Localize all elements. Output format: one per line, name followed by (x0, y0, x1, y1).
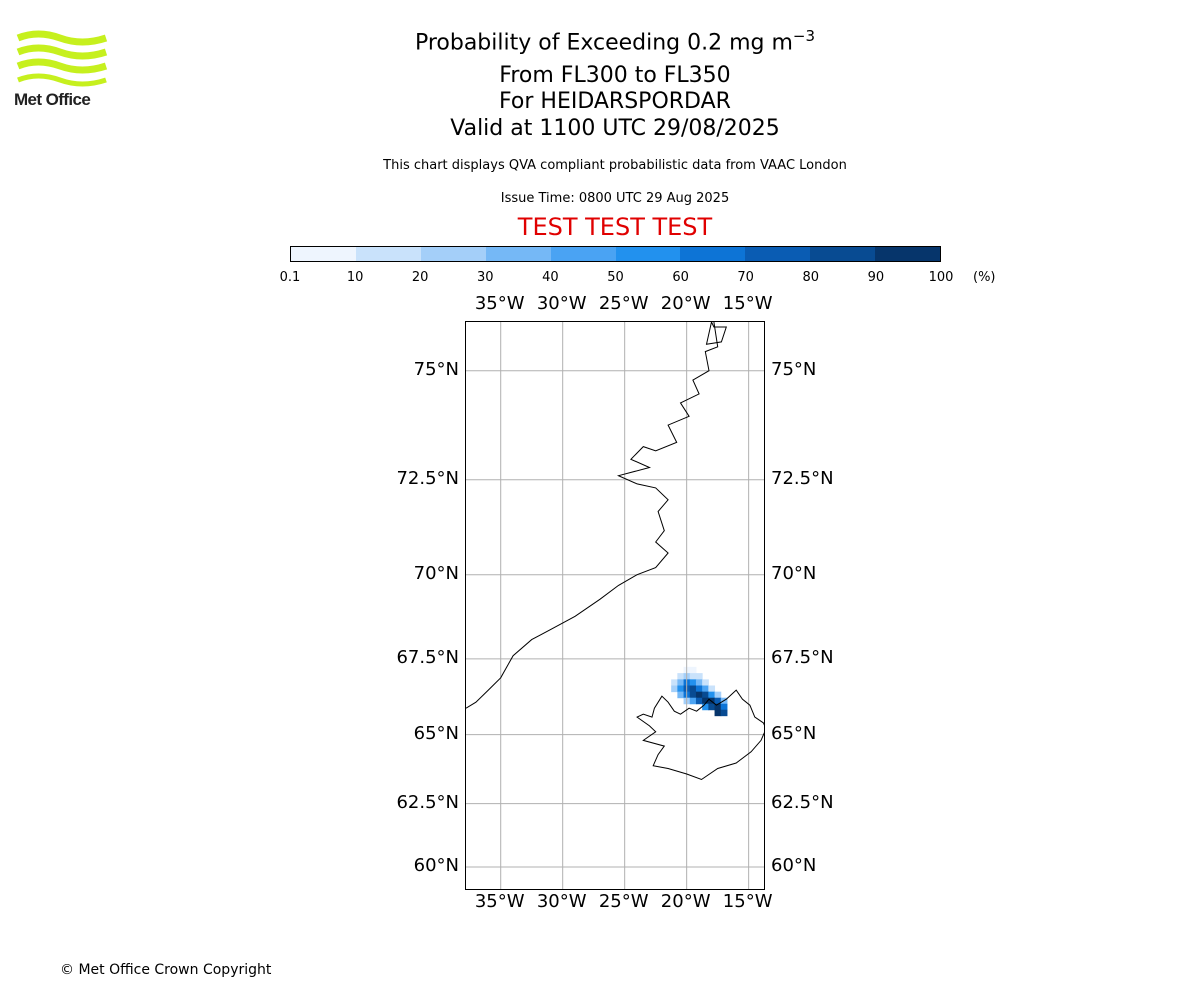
probability-cell (714, 691, 722, 699)
colorbar-segment-4 (550, 247, 616, 261)
latitude-label-right: 60°N (771, 854, 817, 876)
chart-title: Probability of Exceeding 0.2 mg m−3 (0, 27, 1200, 55)
latitude-label-right: 70°N (771, 562, 817, 584)
map-panel (465, 321, 765, 890)
probability-cell (689, 685, 697, 693)
latitude-label-left: 65°N (413, 722, 459, 744)
latitude-label-left: 70°N (413, 562, 459, 584)
longitude-label-bottom: 20°W (660, 891, 711, 912)
probability-cell (702, 697, 709, 705)
colorbar-segment-6 (680, 247, 746, 261)
colorbar-tick-label: 30 (477, 270, 494, 285)
longitude-label-bottom: 30°W (536, 891, 587, 912)
colorbar-segment-2 (420, 247, 486, 261)
colorbar-segment-7 (745, 247, 811, 261)
colorbar-tick-label: 0.1 (279, 270, 301, 285)
colorbar-tick-label: 40 (542, 270, 559, 285)
colorbar-segment-3 (485, 247, 551, 261)
probability-cell (708, 685, 716, 693)
colorbar-segment-5 (615, 247, 681, 261)
greenland-coastline (466, 322, 719, 709)
title-superscript: −3 (792, 27, 816, 45)
colorbar-tick-label: 50 (607, 270, 624, 285)
probability-cell (677, 691, 685, 699)
flight-level-range: From FL300 to FL350 (499, 63, 731, 88)
colorbar-unit: (%) (973, 270, 996, 285)
longitude-label-top: 15°W (722, 293, 773, 314)
colorbar (290, 246, 941, 262)
longitude-label-bottom: 25°W (598, 891, 649, 912)
colorbar-segment-9 (875, 247, 941, 261)
longitude-label-bottom: 15°W (722, 891, 773, 912)
colorbar-tick-label: 60 (672, 270, 689, 285)
longitude-label-top: 20°W (660, 293, 711, 314)
latitude-label-right: 72.5°N (771, 467, 834, 489)
probability-cell (677, 685, 685, 693)
colorbar-segment-8 (810, 247, 876, 261)
colorbar-tick-label: 20 (411, 270, 429, 285)
probability-cell (702, 703, 709, 711)
copyright-notice: © Met Office Crown Copyright (60, 962, 272, 978)
map-canvas (466, 322, 764, 889)
longitude-label-top: 30°W (536, 293, 587, 314)
wave-logo-icon (16, 30, 108, 87)
colorbar-tick-label: 10 (346, 270, 364, 285)
colorbar-segment-0 (291, 247, 356, 261)
test-banner: TEST TEST TEST (517, 213, 713, 241)
probability-cell (708, 703, 716, 711)
probability-cell (695, 691, 703, 699)
longitude-label-top: 35°W (474, 293, 525, 314)
colorbar-tick-label: 100 (928, 270, 954, 285)
latitude-label-left: 72.5°N (396, 467, 459, 489)
probability-cell (714, 709, 722, 717)
latitude-label-left: 62.5°N (396, 791, 459, 813)
latitude-label-right: 62.5°N (771, 791, 834, 813)
probability-cell (695, 679, 703, 687)
probability-cell (677, 673, 685, 680)
probability-cell (702, 691, 709, 699)
probability-cell (695, 673, 703, 680)
probability-cell (702, 679, 709, 687)
probability-cell (689, 691, 697, 699)
probability-cell (695, 697, 703, 705)
colorbar-tick-label: 80 (802, 270, 820, 285)
colorbar-tick-label: 70 (737, 270, 754, 285)
latitude-label-right: 65°N (771, 722, 817, 744)
title-main: Probability of Exceeding 0.2 mg m (414, 30, 793, 56)
probability-cell (689, 666, 697, 674)
probability-cell (671, 685, 678, 693)
colorbar-segment-1 (355, 247, 421, 261)
latitude-label-left: 75°N (413, 358, 459, 380)
latitude-label-right: 67.5°N (771, 646, 834, 668)
probability-cell (695, 685, 703, 693)
probability-cell (714, 697, 722, 705)
probability-cell (671, 679, 678, 687)
issue-time: Issue Time: 0800 UTC 29 Aug 2025 (500, 191, 730, 206)
longitude-label-bottom: 35°W (474, 891, 525, 912)
longitude-label-top: 25°W (598, 293, 649, 314)
probability-cell (720, 709, 728, 717)
valid-time: Valid at 1100 UTC 29/08/2025 (450, 116, 780, 141)
colorbar-tick-label: 90 (867, 270, 885, 285)
volcano-name: For HEIDARSPORDAR (499, 89, 731, 114)
subtitle: This chart displays QVA compliant probab… (383, 158, 847, 173)
probability-cell (689, 697, 697, 705)
probability-cell (714, 703, 722, 711)
probability-cell (708, 691, 716, 699)
probability-cell (720, 703, 728, 711)
latitude-label-left: 60°N (413, 854, 459, 876)
iceland-coastline (636, 689, 764, 781)
probability-cell (689, 679, 697, 687)
logo-text: Met Office (14, 90, 91, 109)
latitude-label-right: 75°N (771, 358, 817, 380)
probability-cell (689, 673, 697, 680)
probability-cell (677, 679, 685, 687)
probability-cell (702, 685, 709, 693)
met-office-logo: Met Office (14, 30, 110, 114)
latitude-label-left: 67.5°N (396, 646, 459, 668)
greenland-coastline (705, 322, 727, 345)
